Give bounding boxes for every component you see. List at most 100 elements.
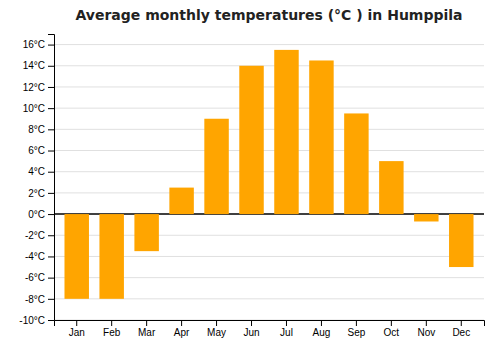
x-tick: Jul (280, 320, 293, 338)
x-tick: Jun (243, 320, 259, 338)
bar (379, 161, 403, 214)
y-tick-mark (48, 214, 54, 215)
x-tick-label: Jul (280, 327, 293, 338)
y-tick: 16°C (23, 39, 54, 50)
grid-line (54, 171, 484, 172)
x-tick: Nov (417, 320, 435, 338)
x-tick: Dec (452, 320, 470, 338)
y-tick-mark (48, 278, 54, 279)
bar (274, 50, 298, 214)
y-axis-line (48, 35, 55, 321)
x-tick-mark (111, 320, 112, 326)
x-tick: Jan (69, 320, 85, 338)
y-axis: -10°C -8°C -6°C -4°C -2°C 0°C 2°C 4°C 6°C 8°C 10°C… (19, 35, 54, 326)
bar (169, 188, 193, 214)
x-tick: Feb (103, 320, 121, 338)
y-tick-label: 4°C (28, 166, 45, 177)
y-tick-label: 2°C (28, 188, 45, 199)
y-tick: 10°C (23, 103, 54, 114)
bar (239, 66, 263, 214)
bar (309, 60, 333, 214)
x-axis: Jan Feb Mar Apr May Jun Jul Aug Sep Oct Nov Dec (55, 320, 485, 338)
x-tick-label: Jun (243, 327, 259, 338)
y-tick-mark (48, 256, 54, 257)
x-tick-mark (76, 320, 77, 326)
x-tick-mark (286, 320, 287, 326)
x-tick: Apr (174, 320, 190, 338)
y-tick: -8°C (25, 294, 54, 305)
y-tick-label: 8°C (28, 124, 45, 135)
x-tick-mark (181, 320, 182, 326)
x-tick-mark (356, 320, 357, 326)
x-tick-label: Sep (347, 327, 365, 338)
y-tick-label: -10°C (19, 315, 45, 326)
y-tick-mark (48, 129, 54, 130)
grid-line (54, 129, 484, 130)
y-tick-label: -6°C (25, 272, 45, 283)
y-tick-label: -4°C (25, 251, 45, 262)
y-tick: 4°C (28, 166, 54, 177)
y-tick-label: -2°C (25, 230, 45, 241)
x-tick-label: Aug (313, 327, 331, 338)
grid (54, 45, 484, 320)
plot: -10°C -8°C -6°C -4°C -2°C 0°C 2°C 4°C 6°C 8°C 10°C… (19, 35, 484, 339)
grid-line (54, 44, 484, 45)
x-tick: Aug (313, 320, 331, 338)
bar (99, 214, 123, 299)
y-tick: 14°C (23, 60, 54, 71)
bar (414, 214, 438, 221)
grid-line (54, 150, 484, 151)
x-tick: May (207, 320, 226, 338)
x-tick-label: Nov (417, 327, 435, 338)
y-tick: 8°C (28, 124, 54, 135)
y-tick-mark (48, 193, 54, 194)
x-tick-label: May (207, 327, 226, 338)
bar (134, 214, 158, 251)
y-tick-label: -8°C (25, 294, 45, 305)
y-tick: -2°C (25, 230, 54, 241)
y-tick-mark (48, 108, 54, 109)
y-tick: 12°C (23, 82, 54, 93)
x-tick-label: Jan (69, 327, 85, 338)
x-tick-label: Mar (138, 327, 156, 338)
y-tick-mark (48, 66, 54, 67)
bars (64, 50, 473, 299)
y-tick: -10°C (19, 315, 54, 326)
bar (204, 119, 228, 214)
x-tick-mark (426, 320, 427, 326)
y-tick-label: 16°C (23, 39, 45, 50)
x-tick: Oct (384, 320, 400, 338)
y-tick-mark (48, 299, 54, 300)
y-tick-label: 10°C (23, 103, 45, 114)
x-tick-mark (146, 320, 147, 326)
x-tick: Mar (138, 320, 156, 338)
x-axis-line (55, 321, 485, 327)
y-tick-mark (48, 320, 54, 321)
x-tick-mark (461, 320, 462, 326)
x-tick-mark (391, 320, 392, 326)
grid-line (54, 108, 484, 109)
x-tick-mark (251, 320, 252, 326)
grid-line (54, 86, 484, 87)
y-tick-mark (48, 172, 54, 173)
bar (64, 214, 88, 299)
chart: -10°C -8°C -6°C -4°C -2°C 0°C 2°C 4°C 6°C 8°C 10°C… (0, 0, 500, 350)
y-tick-label: 0°C (28, 209, 45, 220)
x-tick-mark (321, 320, 322, 326)
y-tick-label: 6°C (28, 145, 45, 156)
y-tick: 0°C (28, 209, 54, 220)
bar (449, 214, 473, 267)
x-tick: Sep (347, 320, 365, 338)
x-tick-label: Apr (174, 327, 190, 338)
title: Average monthly temperatures (°C ) in Hu… (75, 7, 462, 23)
y-tick: 6°C (28, 145, 54, 156)
y-tick-mark (48, 87, 54, 88)
grid-line (54, 65, 484, 66)
x-tick-mark (216, 320, 217, 326)
y-tick-label: 12°C (23, 82, 45, 93)
y-tick: -4°C (25, 251, 54, 262)
y-tick-label: 14°C (23, 60, 45, 71)
x-tick-label: Feb (103, 327, 121, 338)
x-tick-label: Oct (384, 327, 400, 338)
y-tick-mark (48, 235, 54, 236)
